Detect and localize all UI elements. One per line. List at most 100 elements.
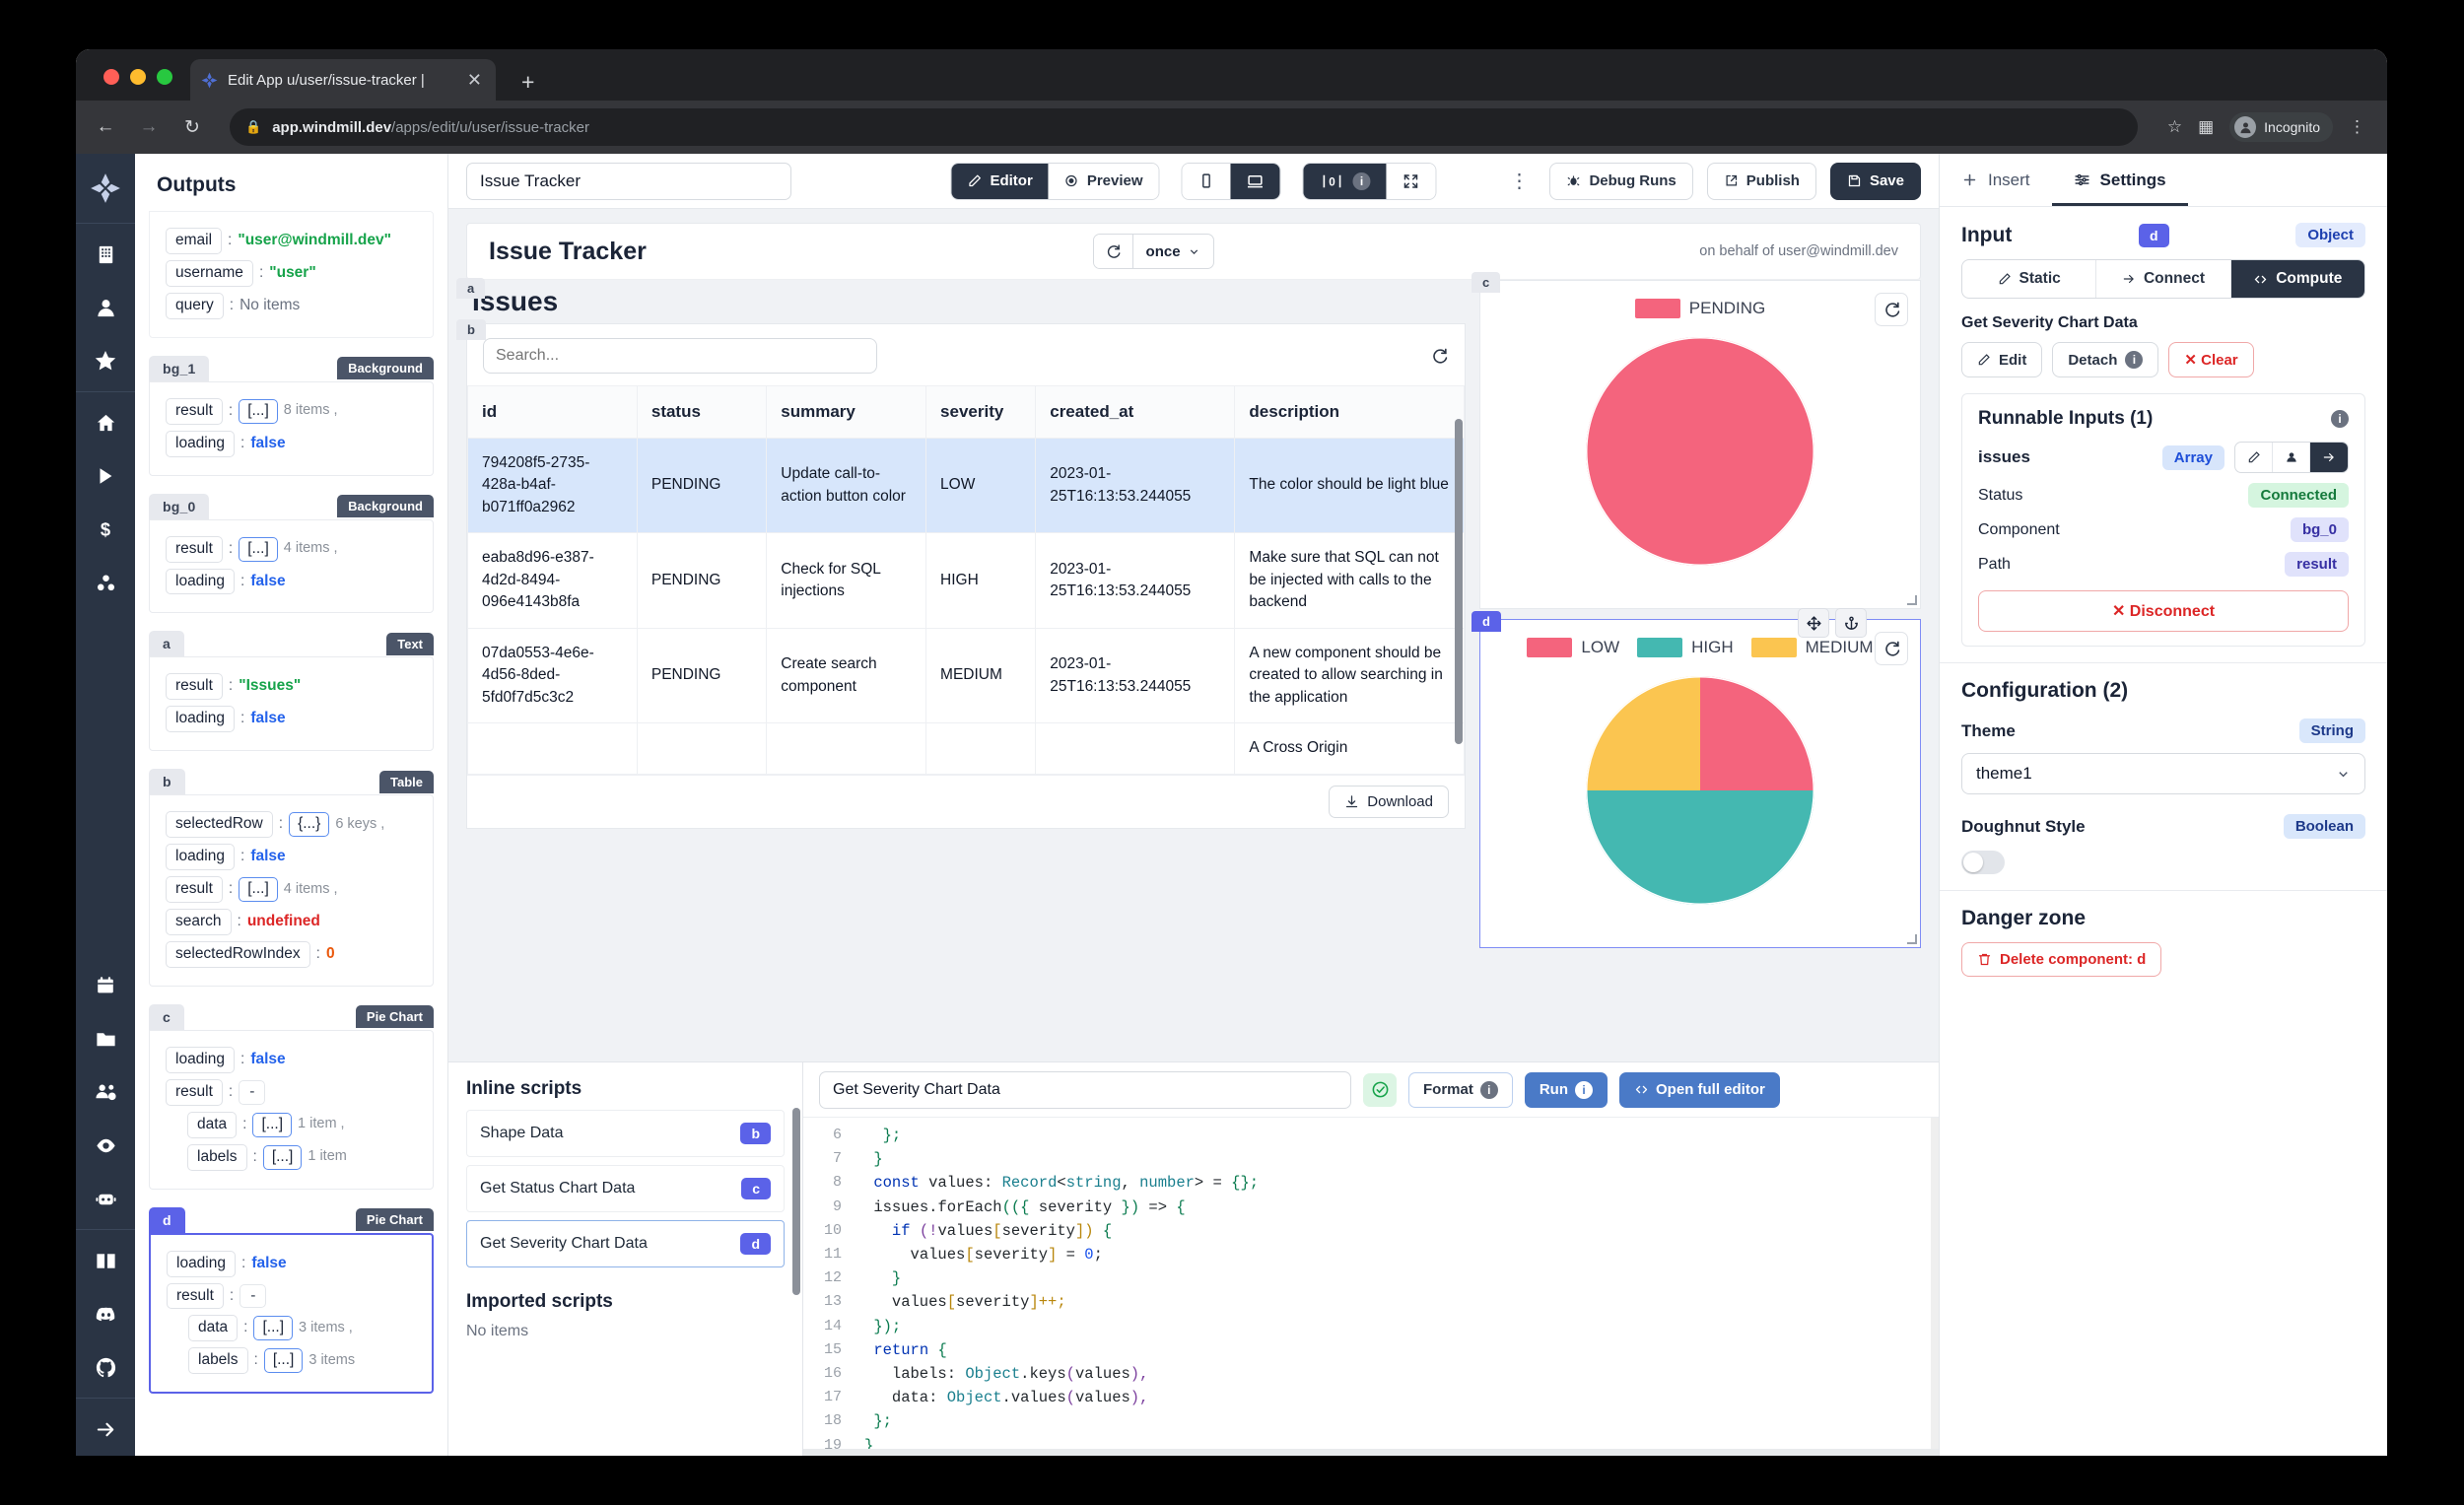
reload-icon[interactable]: ↻	[184, 116, 200, 138]
table-row[interactable]: A Cross Origin	[467, 722, 1465, 775]
output-value[interactable]: [...]	[239, 877, 278, 903]
table-column-header[interactable]: created_at	[1035, 385, 1236, 439]
output-key[interactable]: loading	[166, 568, 235, 595]
star-icon[interactable]: ☆	[2166, 117, 2183, 136]
component-badge-d[interactable]: d	[1472, 611, 1501, 632]
mode-compute[interactable]: Compute	[2230, 260, 2364, 298]
output-key[interactable]: search	[166, 909, 232, 935]
table-column-header[interactable]: id	[467, 385, 638, 439]
tab-insert[interactable]: Insert	[1940, 154, 2052, 206]
output-key[interactable]: data	[188, 1315, 239, 1342]
delete-component-button[interactable]: Delete component: d	[1961, 942, 2162, 977]
code-vertical-scrollbar[interactable]	[1931, 1118, 1939, 1456]
debug-zero-icon[interactable]: 0 i	[1303, 163, 1387, 199]
inline-script-item[interactable]: Get Severity Chart Data d	[466, 1220, 785, 1267]
input-static-icon[interactable]	[2235, 443, 2273, 472]
open-full-editor-button[interactable]: Open full editor	[1619, 1071, 1780, 1108]
scripts-scrollbar[interactable]	[792, 1108, 800, 1295]
output-group-id[interactable]: bg_0	[149, 493, 210, 519]
inline-script-item[interactable]: Get Status Chart Data c	[466, 1165, 785, 1212]
mode-connect[interactable]: Connect	[2096, 260, 2231, 298]
input-mode-toggle[interactable]: Static Connect Compute	[1961, 259, 2365, 299]
detach-button[interactable]: Detach i	[2052, 342, 2159, 377]
recompute-select[interactable]: once	[1133, 235, 1213, 268]
close-window-button[interactable]	[103, 69, 119, 85]
output-key[interactable]: result	[166, 673, 223, 701]
debug-toggle[interactable]: 0 i	[1302, 162, 1437, 200]
editor-preview-toggle[interactable]: Editor Preview	[950, 162, 1160, 200]
new-tab-button[interactable]: +	[521, 69, 535, 95]
legend-item[interactable]: HIGH	[1637, 638, 1734, 657]
input-source-toggle[interactable]	[2234, 442, 2349, 473]
component-badge-a[interactable]: a	[456, 278, 486, 299]
viewport-toggle[interactable]	[1181, 162, 1281, 200]
robot-icon[interactable]	[93, 1186, 118, 1211]
pie-chart-c[interactable]: c PENDING	[1472, 272, 1921, 609]
output-group-id[interactable]: a	[149, 631, 184, 657]
output-key[interactable]: loading	[166, 430, 235, 457]
user-icon[interactable]	[93, 295, 118, 320]
table-column-header[interactable]: status	[636, 385, 768, 439]
folder-icon[interactable]	[93, 1026, 118, 1052]
component-badge-b[interactable]: b	[456, 319, 486, 340]
book-icon[interactable]	[93, 1248, 118, 1273]
output-key[interactable]: result	[166, 397, 223, 425]
users-cog-icon[interactable]	[93, 1079, 118, 1105]
legend-item[interactable]: PENDING	[1634, 299, 1765, 318]
refresh-icon[interactable]	[1093, 235, 1132, 268]
debug-runs-button[interactable]: Debug Runs	[1549, 162, 1693, 200]
inline-script-item[interactable]: Shape Data b	[466, 1110, 785, 1157]
output-group-id[interactable]: c	[149, 1003, 184, 1030]
side-panel-icon[interactable]: ▦	[2198, 117, 2215, 136]
code-content[interactable]: }; } const values: Record<string, number…	[864, 1127, 1260, 1455]
save-button[interactable]: Save	[1829, 162, 1921, 200]
output-key[interactable]: selectedRow	[166, 811, 273, 839]
output-group-id[interactable]: b	[149, 769, 185, 795]
mode-static[interactable]: Static	[1962, 260, 2097, 298]
output-value[interactable]: [...]	[253, 1316, 294, 1341]
output-key[interactable]: username	[166, 259, 253, 287]
discord-icon[interactable]	[93, 1301, 118, 1327]
output-key[interactable]: result	[167, 1282, 224, 1310]
table-column-header[interactable]: summary	[766, 385, 927, 439]
kebab-menu-icon[interactable]: ⋮	[2349, 117, 2365, 136]
app-title-input[interactable]	[466, 162, 791, 200]
resize-handle[interactable]	[1907, 595, 1917, 605]
tab-settings[interactable]: Settings	[2052, 154, 2188, 206]
input-user-icon[interactable]	[2273, 443, 2310, 472]
table-column-header[interactable]: severity	[925, 385, 1037, 439]
arrow-right-icon[interactable]	[93, 1416, 118, 1442]
tab-editor[interactable]: Editor	[951, 163, 1049, 199]
fullscreen-icon[interactable]	[1386, 163, 1436, 199]
table-row[interactable]: 794208f5-2735-428a-b4af-b071ff0a2962 PEND…	[467, 437, 1465, 534]
output-key[interactable]: data	[187, 1111, 238, 1138]
output-value[interactable]: [...]	[239, 536, 278, 562]
table-column-header[interactable]: description	[1234, 385, 1465, 439]
output-key[interactable]: loading	[166, 1046, 235, 1073]
star-icon[interactable]	[93, 348, 118, 374]
anchor-icon[interactable]	[1835, 608, 1867, 638]
table-refresh-icon[interactable]	[1430, 347, 1449, 366]
output-key[interactable]: result	[166, 1078, 223, 1106]
resize-handle[interactable]	[1907, 934, 1917, 944]
desktop-icon[interactable]	[1230, 163, 1280, 199]
output-key[interactable]: query	[166, 292, 224, 319]
download-button[interactable]: Download	[1329, 785, 1449, 818]
output-group-id[interactable]: d	[149, 1206, 185, 1233]
output-value[interactable]: [...]	[252, 1112, 293, 1137]
output-value[interactable]: [...]	[263, 1348, 304, 1374]
table-row[interactable]: eaba8d96-e387-4d2d-8494-096e4143b8fa PEND…	[467, 532, 1465, 629]
legend-item[interactable]: MEDIUM	[1750, 638, 1874, 657]
pie-chart-d[interactable]: d LOW HIGH MEDIUM	[1472, 608, 1921, 948]
run-button[interactable]: Run i	[1524, 1071, 1608, 1108]
output-value[interactable]: [...]	[239, 398, 278, 424]
forward-icon[interactable]: →	[139, 116, 159, 137]
building-icon[interactable]	[93, 241, 118, 267]
doughnut-toggle[interactable]	[1961, 851, 2005, 874]
recompute-group[interactable]: once	[1092, 234, 1214, 269]
mobile-icon[interactable]	[1182, 163, 1231, 199]
tab-preview[interactable]: Preview	[1048, 163, 1159, 199]
output-key[interactable]: loading	[166, 706, 235, 733]
maximize-window-button[interactable]	[157, 69, 172, 85]
molecule-icon[interactable]	[93, 570, 118, 595]
